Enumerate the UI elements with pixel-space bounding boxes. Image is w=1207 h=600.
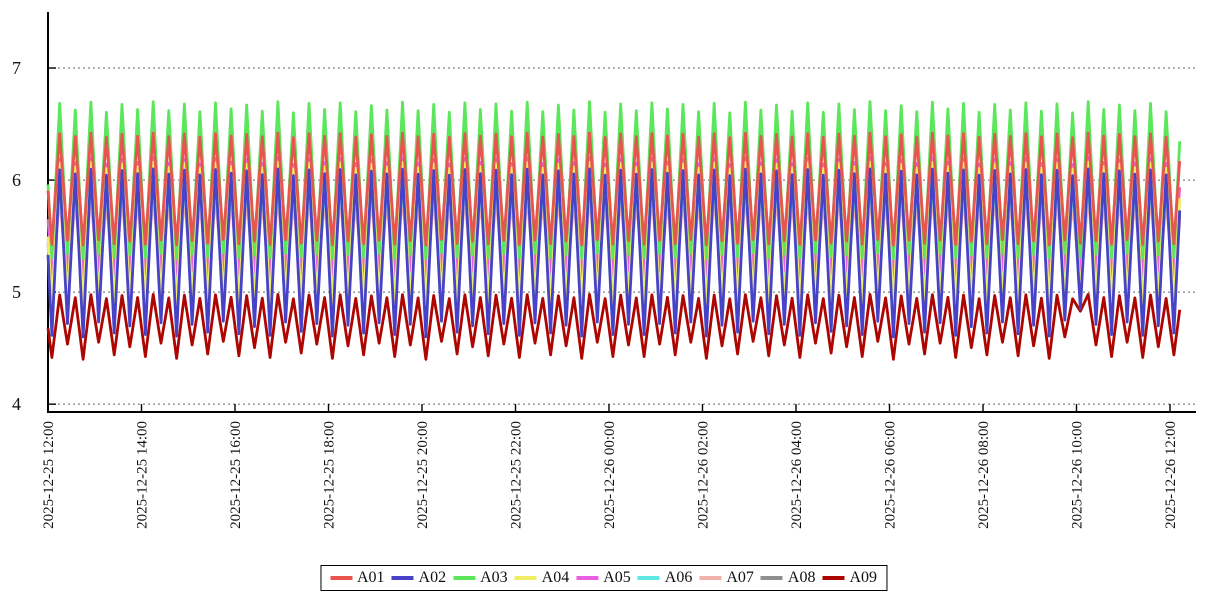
x-tick-label: 2025-12-26 02:00 <box>696 421 712 529</box>
legend-label: A02 <box>418 569 447 586</box>
x-tick-label: 2025-12-25 22:00 <box>509 421 525 529</box>
legend: A01 A02 A03 A04 A05 A06 A07 A08 A09 <box>319 565 888 591</box>
x-tick-label: 2025-12-26 10:00 <box>1070 421 1086 529</box>
legend-label: A06 <box>664 569 693 586</box>
legend-swatch-A01 <box>329 576 352 580</box>
x-tick-label: 2025-12-25 20:00 <box>415 421 431 529</box>
legend-item-A02: A02 <box>391 569 447 587</box>
legend-swatch-A02 <box>391 576 414 580</box>
legend-swatch-A04 <box>514 576 537 580</box>
legend-label: A01 <box>356 569 385 586</box>
legend-label: A04 <box>541 569 570 586</box>
legend-item-A08: A08 <box>760 569 816 587</box>
legend-label: A07 <box>726 569 754 586</box>
x-tick-label: 2025-12-26 12:00 <box>1163 421 1179 529</box>
x-tick-label: 2025-12-25 12:00 <box>41 421 57 529</box>
x-tick-label: 2025-12-25 14:00 <box>135 421 151 529</box>
legend-label: A05 <box>603 569 631 586</box>
legend-swatch-A07 <box>699 576 722 580</box>
y-tick-label: 6 <box>12 170 21 190</box>
legend-item-A09: A09 <box>822 569 877 587</box>
y-tick-label: 4 <box>12 394 21 414</box>
legend-item-A04: A04 <box>514 569 570 587</box>
x-tick-label: 2025-12-26 00:00 <box>602 421 618 529</box>
x-tick-label: 2025-12-25 16:00 <box>228 421 244 529</box>
series-A02 <box>46 167 1182 339</box>
y-tick-label: 5 <box>12 282 21 302</box>
legend-swatch-A09 <box>822 576 845 580</box>
x-tick-label: 2025-12-25 18:00 <box>322 421 338 529</box>
x-tick-label: 2025-12-26 04:00 <box>789 421 805 529</box>
series-A09 <box>46 292 1182 361</box>
x-tick-label: 2025-12-26 06:00 <box>883 421 899 529</box>
legend-item-A06: A06 <box>637 569 693 587</box>
legend-swatch-A03 <box>453 576 476 580</box>
legend-label: A03 <box>480 569 508 586</box>
legend-item-A05: A05 <box>576 569 631 587</box>
x-tick-label: 2025-12-26 08:00 <box>976 421 992 529</box>
legend-item-A01: A01 <box>329 569 385 587</box>
legend-swatch-A06 <box>637 576 660 580</box>
legend-label: A08 <box>787 569 816 586</box>
legend-item-A07: A07 <box>699 569 754 587</box>
y-tick-label: 7 <box>12 58 21 78</box>
legend-label: A09 <box>849 569 878 586</box>
legend-swatch-A05 <box>576 576 599 580</box>
legend-item-A03: A03 <box>453 569 508 587</box>
series-A01 <box>46 131 1182 247</box>
legend-swatch-A08 <box>760 576 783 580</box>
